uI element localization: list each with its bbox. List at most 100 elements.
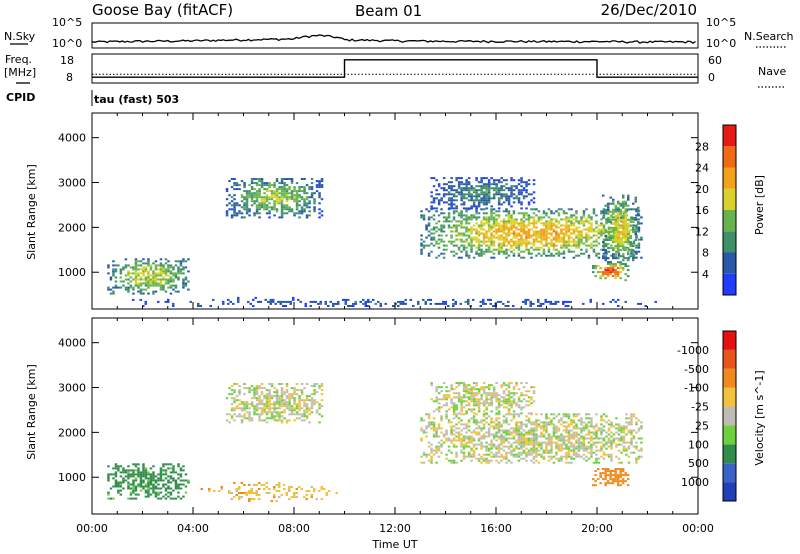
heatmap-cell — [535, 222, 538, 225]
heatmap-cell — [585, 232, 588, 235]
heatmap-cell — [525, 244, 528, 247]
heatmap-cell — [587, 228, 591, 231]
heatmap-cell — [535, 230, 538, 233]
heatmap-cell — [517, 453, 521, 456]
heatmap-cell — [460, 181, 463, 184]
heatmap-cell — [442, 394, 446, 397]
heatmap-cell — [545, 244, 548, 247]
heatmap-cell — [275, 415, 279, 418]
heatmap-cell — [601, 472, 605, 475]
heatmap-cell — [487, 398, 491, 401]
heatmap-cell — [557, 443, 561, 446]
heatmap-cell — [472, 408, 476, 411]
heatmap-cell — [273, 407, 276, 410]
time-axis-labels: 00:00 04:00 08:00 12:00 16:00 20:00 00:00 — [76, 522, 714, 535]
heatmap-cell — [467, 193, 471, 196]
heatmap-cell — [159, 487, 163, 490]
heatmap-cell — [432, 449, 436, 452]
heatmap-cell — [233, 496, 236, 499]
heatmap-cell — [580, 427, 583, 430]
heatmap-cell — [147, 495, 150, 498]
heatmap-cell — [627, 259, 630, 262]
heatmap-cell — [447, 224, 451, 227]
heatmap-cell — [457, 232, 461, 235]
heatmap-cell — [480, 189, 483, 192]
heatmap-cell — [634, 218, 637, 221]
heatmap-cell — [283, 399, 286, 402]
heatmap-cell — [510, 222, 513, 225]
heatmap-cell — [512, 201, 516, 204]
heatmap-cell — [304, 302, 307, 305]
heatmap-cell — [440, 406, 443, 409]
heatmap-cell — [520, 427, 523, 430]
heatmap-cell — [260, 198, 264, 201]
heatmap-cell — [164, 497, 168, 500]
heatmap-cell — [515, 425, 518, 428]
heatmap-cell — [530, 242, 533, 245]
heatmap-cell — [590, 230, 593, 233]
heatmap-cell — [290, 486, 293, 488]
heatmap-cell — [507, 382, 511, 385]
heatmap-cell — [460, 232, 463, 235]
heatmap-cell — [535, 453, 538, 456]
heatmap-cell — [615, 455, 618, 458]
heatmap-cell — [278, 405, 281, 408]
heatmap-cell — [290, 496, 293, 499]
heatmap-cell — [527, 232, 531, 235]
heatmap-cell — [619, 210, 622, 213]
heatmap-cell — [268, 488, 271, 490]
heatmap-cell — [560, 224, 563, 227]
heatmap-cell — [520, 244, 523, 247]
heatmap-cell — [615, 431, 618, 434]
heatmap-cell — [142, 282, 145, 285]
heatmap-cell — [577, 447, 581, 450]
heatmap-cell — [318, 180, 321, 183]
heatmap-cell — [532, 183, 536, 186]
heatmap-cell — [590, 451, 593, 454]
heatmap-cell — [582, 214, 586, 217]
heatmap-cell — [560, 435, 563, 438]
heatmap-cell — [490, 439, 493, 442]
heatmap-cell — [587, 214, 591, 217]
heatmap-cell — [248, 492, 251, 494]
heatmap-cell — [555, 441, 558, 444]
heatmap-cell — [590, 419, 593, 422]
heatmap-cell — [482, 208, 486, 211]
heatmap-cell — [455, 382, 458, 385]
heatmap-cell — [422, 214, 426, 217]
heatmap-cell — [162, 463, 165, 466]
heatmap-cell — [535, 208, 538, 211]
heatmap-cell — [268, 417, 271, 420]
heatmap-cell — [617, 231, 620, 233]
heatmap-cell — [585, 445, 588, 448]
heatmap-cell — [615, 423, 618, 426]
heatmap-cell — [490, 177, 493, 180]
heatmap-cell — [520, 445, 523, 448]
heatmap-cell — [445, 410, 448, 413]
heatmap-cell — [107, 473, 110, 476]
heatmap-cell — [540, 455, 543, 458]
heatmap-cell — [308, 413, 311, 416]
heatmap-cell — [537, 252, 541, 255]
heatmap-cell — [114, 286, 118, 289]
heatmap-cell — [447, 390, 451, 393]
heatmap-cell — [490, 216, 493, 219]
heatmap-cell — [167, 463, 170, 466]
heatmap-cell — [567, 413, 571, 416]
heatmap-cell — [492, 435, 496, 438]
heatmap-cell — [157, 268, 160, 271]
heatmap-cell — [482, 400, 486, 403]
heatmap-cell — [577, 222, 581, 225]
heatmap-cell — [162, 485, 165, 488]
heatmap-cell — [485, 431, 488, 434]
heatmap-cell — [285, 194, 289, 197]
heatmap-cell — [510, 449, 513, 452]
heatmap-cell — [462, 193, 466, 196]
heatmap-cell — [607, 210, 610, 213]
heatmap-cell — [263, 200, 266, 203]
heatmap-cell — [475, 232, 478, 235]
heatmap-cell — [313, 488, 316, 490]
heatmap-cell — [142, 278, 145, 281]
heatmap-cell — [517, 183, 521, 186]
